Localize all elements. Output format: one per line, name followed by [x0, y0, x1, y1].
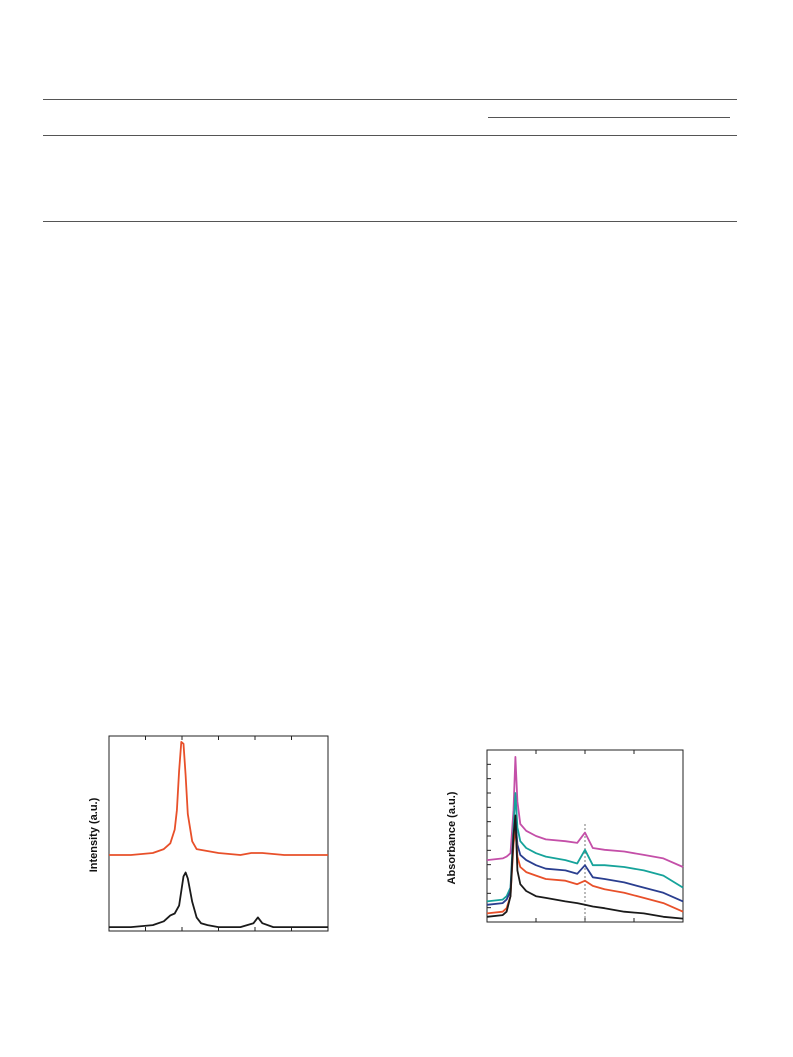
intensity-y-axis-label: Intensity (a.u.) — [88, 797, 100, 872]
absorbance-chart-plot — [486, 749, 684, 923]
absorbance-series-5-line — [486, 814, 684, 920]
table-top-rule — [43, 99, 737, 100]
intensity-chart-plot — [108, 735, 329, 932]
table-bottom-rule — [43, 221, 737, 222]
intensity-series-1-line — [109, 741, 328, 856]
table-column-group-rule — [488, 117, 730, 118]
intensity-series-2-line — [109, 871, 328, 928]
absorbance-series-1-line — [486, 756, 684, 868]
table-header-rule — [43, 135, 737, 136]
absorbance-y-axis-label: Absorbance (a.u.) — [446, 791, 458, 884]
